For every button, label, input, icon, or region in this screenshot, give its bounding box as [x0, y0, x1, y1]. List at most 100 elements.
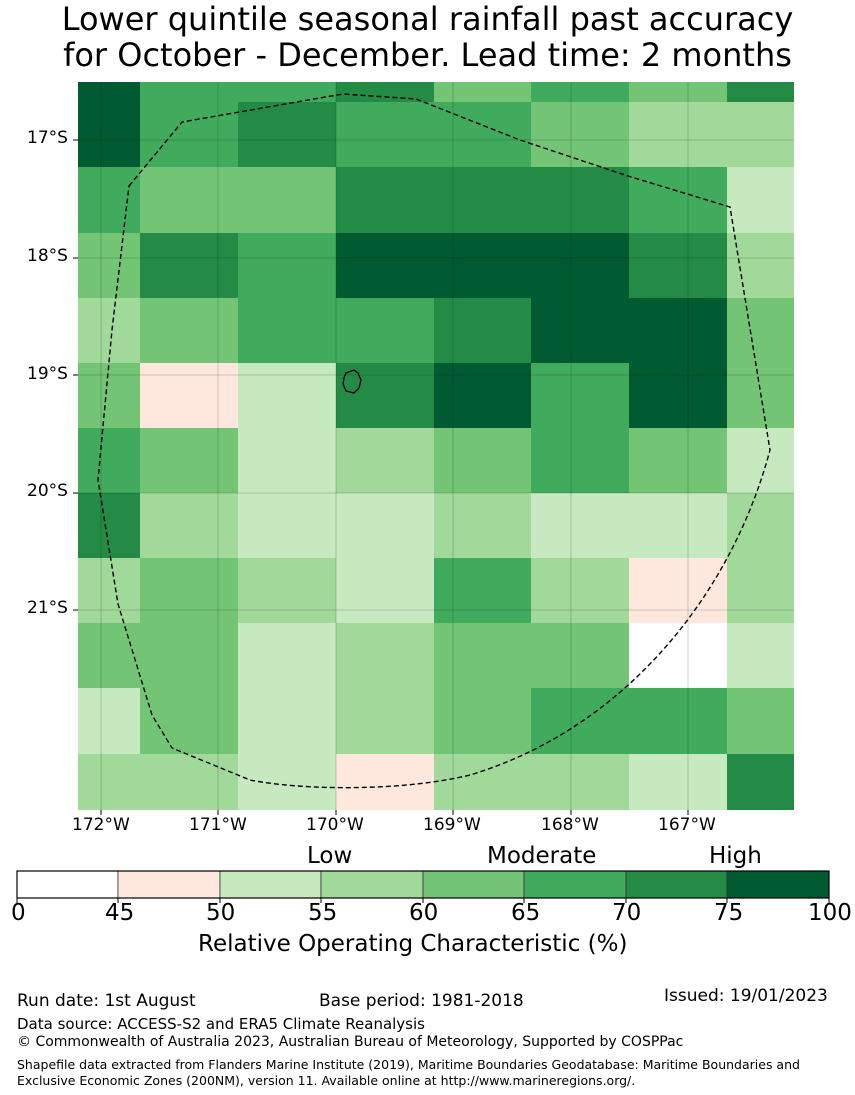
lon-label: 169°W	[423, 815, 481, 835]
graticule	[73, 82, 794, 815]
grid-cell	[531, 558, 629, 623]
grid-cell	[238, 167, 336, 233]
grid-cell	[78, 623, 140, 688]
grid-cell	[238, 558, 336, 623]
grid-cell	[434, 167, 531, 233]
lon-label: 168°W	[541, 815, 599, 835]
colorbar-swatch	[422, 870, 525, 899]
grid-cell	[629, 298, 727, 363]
grid-cell	[78, 428, 140, 493]
run-date: Run date: 1st August	[17, 991, 196, 1011]
grid-cell	[434, 233, 531, 298]
grid-cell	[78, 754, 140, 810]
grid-cell	[140, 688, 238, 754]
grid-cell	[238, 363, 336, 428]
colorbar-category-low: Low	[307, 843, 353, 869]
grid-cell	[629, 167, 727, 233]
copyright: © Commonwealth of Australia 2023, Austra…	[17, 1034, 684, 1050]
grid-cell	[434, 558, 531, 623]
grid-cell	[434, 493, 531, 558]
grid-cell	[727, 754, 794, 810]
grid-cell	[727, 298, 794, 363]
grid-cell	[629, 82, 727, 102]
grid-cell	[78, 363, 140, 428]
grid-cell	[78, 102, 140, 167]
grid-cell	[238, 298, 336, 363]
grid-cell	[336, 493, 434, 558]
grid-cell	[434, 298, 531, 363]
grid-cell	[727, 102, 794, 167]
grid-cell	[238, 754, 336, 810]
lon-label: 171°W	[189, 815, 247, 835]
colorbar-swatch	[117, 870, 221, 899]
grid-cell	[336, 558, 434, 623]
grid-cell	[78, 82, 140, 102]
grid-cell	[727, 623, 794, 688]
colorbar-tick: 55	[308, 900, 338, 926]
grid-cell	[336, 428, 434, 493]
colorbar-swatch	[523, 870, 627, 899]
grid-cell	[238, 623, 336, 688]
grid-cell	[336, 688, 434, 754]
grid-cell	[434, 754, 531, 810]
grid-cell	[140, 558, 238, 623]
grid-cell	[140, 167, 238, 233]
grid-cell	[531, 428, 629, 493]
niue-island-outline	[342, 369, 362, 394]
grid-cell	[727, 167, 794, 233]
colorbar-swatch	[320, 870, 424, 899]
base-period: Base period: 1981-2018	[319, 991, 524, 1011]
grid-cell	[629, 623, 727, 688]
grid-cell	[434, 82, 531, 102]
colorbar-tick: 60	[409, 900, 439, 926]
grid-cell	[531, 298, 629, 363]
grid-cell	[629, 428, 727, 493]
grid-cell	[140, 754, 238, 810]
grid-cell	[336, 363, 434, 428]
grid-cell	[336, 167, 434, 233]
eez-boundary	[97, 93, 771, 789]
issued-date: Issued: 19/01/2023	[664, 986, 828, 1006]
lat-label: 18°S	[27, 246, 68, 266]
lon-label: 172°W	[72, 815, 130, 835]
grid-cell	[78, 688, 140, 754]
grid-cell	[434, 428, 531, 493]
grid-cell	[727, 688, 794, 754]
grid-cell	[140, 233, 238, 298]
colorbar-tick: 0	[11, 900, 26, 926]
map-title-line1: Lower quintile seasonal rainfall past ac…	[61, 0, 794, 38]
colorbar-tick: 70	[612, 900, 642, 926]
colorbar-tick: 75	[714, 900, 744, 926]
colorbar-swatch	[219, 870, 322, 899]
grid-cell	[78, 167, 140, 233]
grid-cell	[238, 493, 336, 558]
grid-cell	[336, 82, 434, 102]
grid-cell	[78, 233, 140, 298]
accuracy-grid	[78, 82, 794, 810]
colorbar-category-high: High	[709, 843, 762, 869]
grid-cell	[78, 298, 140, 363]
shapefile-note: Shapefile data extracted from Flanders M…	[17, 1057, 800, 1088]
grid-cell	[140, 298, 238, 363]
grid-cell	[336, 754, 434, 810]
grid-cell	[336, 233, 434, 298]
colorbar-swatch	[16, 870, 119, 899]
lat-label: 17°S	[27, 128, 68, 148]
lat-label: 19°S	[27, 364, 68, 384]
colorbar-label: Relative Operating Characteristic (%)	[198, 931, 628, 957]
grid-cell	[727, 558, 794, 623]
grid-cell	[336, 102, 434, 167]
grid-cell	[629, 102, 727, 167]
grid-cell	[727, 493, 794, 558]
grid-cell	[629, 558, 727, 623]
grid-cell	[531, 167, 629, 233]
lat-label: 21°S	[27, 598, 68, 618]
grid-cell	[434, 363, 531, 428]
grid-cell	[238, 428, 336, 493]
grid-cell	[336, 298, 434, 363]
grid-cell	[629, 754, 727, 810]
colorbar-swatch	[726, 870, 830, 899]
grid-cell	[336, 623, 434, 688]
grid-cell	[629, 363, 727, 428]
